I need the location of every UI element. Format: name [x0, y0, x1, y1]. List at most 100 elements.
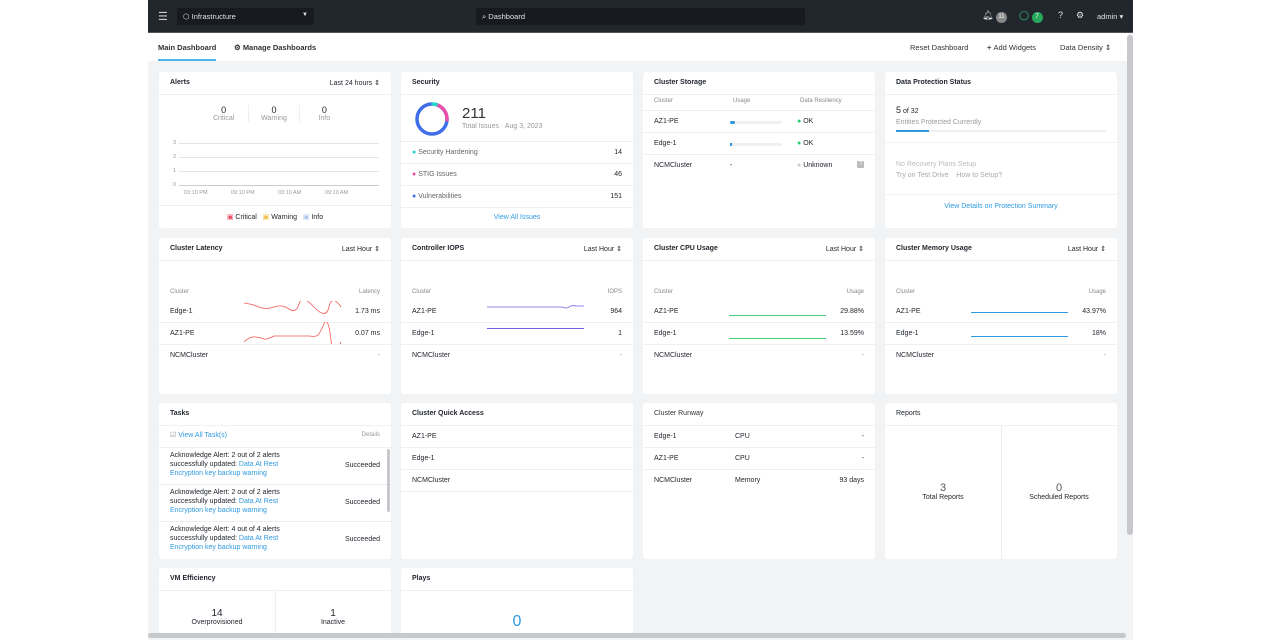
test-drive-link[interactable]: Try on Test Drive [896, 172, 949, 179]
table-row[interactable]: AZ1-PE 0.07 ms [159, 322, 391, 345]
search-input[interactable]: ⌕ Dashboard [476, 8, 805, 25]
issue-label[interactable]: Security Hardening [418, 149, 478, 156]
critical-count: 0 [221, 105, 227, 115]
table-row[interactable]: NCMCluster - [885, 345, 1117, 367]
inactive-vms[interactable]: 1 Inactive [275, 608, 391, 626]
issue-label[interactable]: Vulnerabilities [418, 193, 462, 200]
col-header: Cluster [654, 98, 674, 104]
table-row[interactable]: AZ1-PE 43.97% [885, 301, 1117, 323]
table-row[interactable]: Edge-1 1.73 ms [159, 301, 391, 323]
user-menu[interactable]: admin ▾ [1097, 12, 1124, 21]
quick-access-item[interactable]: AZ1-PE [401, 426, 633, 448]
cluster-memory-widget: Cluster Memory Usage Last Hour ⇕ Cluster U… [885, 238, 1117, 394]
manage-label: Manage Dashboards [242, 43, 317, 52]
issue-count: 46 [614, 171, 622, 178]
x-axis [179, 185, 379, 186]
dot-icon: ● [412, 149, 419, 156]
overprovisioned-vms[interactable]: 14 Overprovisioned [159, 608, 275, 626]
reset-dashboard-button[interactable]: Reset Dashboard [910, 43, 969, 52]
help-icon[interactable]: ? [1058, 10, 1064, 20]
table-row[interactable]: NCMCluster Memory 93 days [643, 470, 875, 492]
col-header: Data Resiliency [800, 98, 842, 104]
table-row[interactable]: AZ1-PE CPU - [643, 448, 875, 470]
table-row[interactable]: NCMCluster - [159, 345, 391, 367]
task-link[interactable]: Data At Rest Encryption key backup warni… [170, 461, 279, 477]
table-row[interactable]: Edge-1 1 [401, 323, 633, 345]
quick-access-item[interactable]: Edge-1 [401, 448, 633, 470]
range-label: Last Hour [825, 246, 857, 253]
critical-checkbox[interactable]: ▣ [226, 214, 234, 221]
overprovisioned-label: Overprovisioned [191, 619, 243, 626]
cluster-name: Edge-1 [654, 330, 677, 337]
data-protection-widget: Data Protection Status 5 of 32 Entities … [885, 72, 1117, 228]
col-header: Usage [733, 98, 751, 104]
col-header: Cluster [170, 289, 190, 295]
task-item[interactable]: Acknowledge Alert: 2 out of 2 alerts suc… [159, 448, 391, 485]
overprovisioned-count: 14 [211, 608, 223, 619]
table-row[interactable]: AZ1-PE ● OK [643, 111, 875, 133]
cluster-name: Edge-1 [654, 140, 677, 147]
help-icon[interactable]: ? [857, 161, 864, 168]
info-checkbox[interactable]: ▣ [302, 214, 310, 221]
tab-main-dashboard[interactable]: Main Dashboard [158, 43, 217, 61]
app-selector[interactable]: ⬡ Infrastructure ▼ [177, 8, 314, 25]
total-reports[interactable]: 3 Total Reports [885, 482, 1001, 501]
iops-value: 964 [610, 308, 622, 315]
protected-label: Entities Protected Currently [896, 119, 982, 126]
tasks-scrollbar[interactable] [387, 449, 390, 512]
task-text: Acknowledge Alert: 2 out of 2 alerts suc… [170, 489, 280, 505]
view-all-tasks-link[interactable]: View All Task(s) [178, 432, 227, 439]
range-select[interactable]: Last 24 hours ⇕ [329, 80, 380, 87]
quick-access-item[interactable]: NCMCluster [401, 470, 633, 492]
widget-title: Cluster Storage [654, 79, 707, 86]
task-link[interactable]: Data At Rest Encryption key backup warni… [170, 498, 279, 514]
alert-counts: 0 Critical 0 Warning 0 Info [199, 105, 349, 122]
task-item[interactable]: Acknowledge Alert: 4 out of 4 alerts suc… [159, 522, 391, 559]
range-select[interactable]: Last Hour ⇕ [825, 246, 864, 253]
table-row[interactable]: NCMCluster - [401, 345, 633, 367]
latency-sparkline [244, 301, 342, 314]
add-widgets-button[interactable]: + Add Widgets [987, 43, 1036, 52]
usage-value: - [730, 162, 733, 169]
app: ☰ ⬡ Infrastructure ▼ ⌕ Dashboard 🔔︎ 11 ◯ … [148, 0, 1133, 640]
resiliency-status: OK [803, 140, 814, 147]
controller-iops-widget: Controller IOPS Last Hour ⇕ Cluster IOPS A… [401, 238, 633, 394]
view-all-issues-link[interactable]: View All Issues [493, 214, 541, 221]
tab-manage-dashboards[interactable]: ⚙ Manage Dashboards [234, 43, 316, 52]
plays-count[interactable]: 0 [512, 613, 522, 630]
table-row[interactable]: AZ1-PE 29.88% [643, 301, 875, 323]
gear-icon[interactable]: ⚙ [1076, 10, 1085, 20]
table-row[interactable]: Edge-1 CPU - [643, 426, 875, 448]
col-header: Usage [1088, 289, 1106, 295]
alerts-bell-button[interactable]: 🔔︎ 11 [982, 10, 1007, 23]
range-select[interactable]: Last Hour ⇕ [583, 246, 622, 253]
protection-summary-link[interactable]: View Details on Protection Summary [944, 203, 1058, 210]
table-row[interactable]: NCMCluster - [643, 345, 875, 367]
top-bar: ☰ ⬡ Infrastructure ▼ ⌕ Dashboard 🔔︎ 11 ◯ … [148, 0, 1133, 33]
tasks-button[interactable]: ◯ 7 [1019, 10, 1043, 23]
table-row[interactable]: Edge-1 18% [885, 323, 1117, 345]
table-row[interactable]: Edge-1 13.59% [643, 323, 875, 345]
table-row[interactable]: Edge-1 ● OK [643, 133, 875, 155]
resource: CPU [735, 455, 750, 462]
range-select[interactable]: Last Hour ⇕ [1067, 246, 1106, 253]
vertical-scrollbar[interactable] [1127, 35, 1133, 535]
iops-sparkline [487, 328, 584, 329]
range-select[interactable]: Last Hour ⇕ [341, 246, 380, 253]
latency-value: 1.73 ms [355, 308, 380, 315]
tasks-widget: Tasks ☑ View All Task(s) Details Acknowle… [159, 403, 391, 559]
table-row[interactable]: NCMCluster - ● Unknown? [643, 155, 875, 177]
how-to-setup-link[interactable]: How to Setup? [956, 172, 1003, 179]
data-density-select[interactable]: Data Density ⇕ [1060, 43, 1112, 52]
issue-label[interactable]: STIG Issues [418, 171, 457, 178]
horizontal-scrollbar[interactable] [148, 633, 1126, 638]
warning-checkbox[interactable]: ▣ [262, 214, 270, 221]
task-item[interactable]: Acknowledge Alert: 2 out of 2 alerts suc… [159, 485, 391, 522]
scheduled-reports[interactable]: 0 Scheduled Reports [1001, 482, 1117, 501]
table-row[interactable]: AZ1-PE 964 [401, 301, 633, 323]
status-dot-icon: ● [797, 118, 804, 125]
security-widget: Security 211 Total Issues · Aug 3, 2023 … [401, 72, 633, 228]
task-link[interactable]: Data At Rest Encryption key backup warni… [170, 535, 279, 551]
search-value: Dashboard [488, 12, 525, 21]
hamburger-menu-icon[interactable]: ☰ [158, 11, 168, 23]
